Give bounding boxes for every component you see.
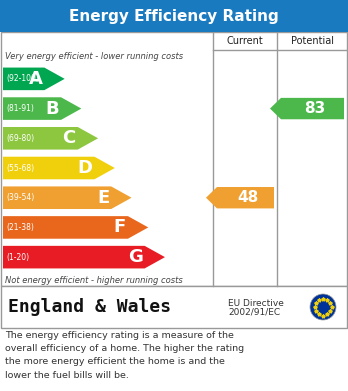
Text: (69-80): (69-80) (6, 134, 34, 143)
Text: 83: 83 (304, 101, 325, 116)
Bar (1, 32, 347, 286)
Polygon shape (3, 157, 115, 179)
Polygon shape (206, 187, 274, 208)
Text: (21-38): (21-38) (6, 223, 34, 232)
Text: 48: 48 (237, 190, 258, 205)
Text: (39-54): (39-54) (6, 193, 34, 202)
Text: (55-68): (55-68) (6, 163, 34, 172)
Text: D: D (78, 159, 93, 177)
Circle shape (310, 294, 336, 320)
Text: Very energy efficient - lower running costs: Very energy efficient - lower running co… (5, 52, 183, 61)
Text: (1-20): (1-20) (6, 253, 29, 262)
Polygon shape (3, 127, 98, 150)
Text: C: C (63, 129, 76, 147)
Polygon shape (3, 97, 81, 120)
Text: Not energy efficient - higher running costs: Not energy efficient - higher running co… (5, 276, 183, 285)
Text: F: F (114, 219, 126, 237)
Text: England & Wales: England & Wales (8, 298, 171, 316)
Text: Potential: Potential (291, 36, 333, 46)
Text: B: B (46, 100, 59, 118)
Polygon shape (3, 216, 148, 239)
Polygon shape (3, 187, 132, 209)
Text: G: G (128, 248, 143, 266)
Text: (92-100): (92-100) (6, 74, 39, 83)
Text: A: A (29, 70, 42, 88)
Text: Current: Current (227, 36, 263, 46)
Text: The energy efficiency rating is a measure of the
overall efficiency of a home. T: The energy efficiency rating is a measur… (5, 331, 244, 380)
Text: EU Directive: EU Directive (228, 298, 284, 307)
Polygon shape (3, 68, 65, 90)
Bar (0, 0, 348, 32)
Polygon shape (3, 246, 165, 269)
Text: Energy Efficiency Rating: Energy Efficiency Rating (69, 9, 279, 23)
Text: 2002/91/EC: 2002/91/EC (228, 307, 280, 316)
Bar (1, 286, 347, 328)
Polygon shape (270, 98, 344, 119)
Text: E: E (97, 189, 109, 207)
Text: (81-91): (81-91) (6, 104, 34, 113)
